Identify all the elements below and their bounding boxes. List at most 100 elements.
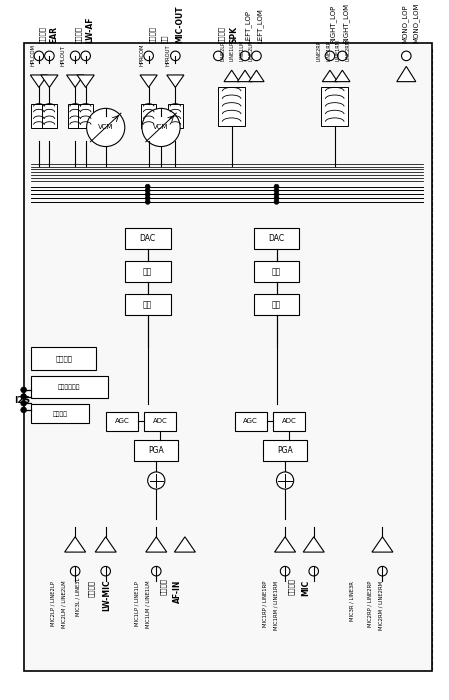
Text: VCM: VCM (153, 125, 169, 130)
Bar (134, 440, 178, 461)
Circle shape (145, 184, 150, 189)
Text: PGA: PGA (149, 447, 164, 456)
Circle shape (44, 51, 54, 61)
Text: LW-AF: LW-AF (86, 16, 95, 43)
Polygon shape (41, 75, 58, 88)
Text: DAC: DAC (140, 234, 156, 243)
Circle shape (87, 108, 125, 146)
Text: LINE1RM: LINE1RM (336, 38, 341, 61)
Circle shape (274, 184, 279, 189)
Text: 手柄输出: 手柄输出 (39, 25, 45, 43)
Text: 列尾输入: 列尾输入 (88, 580, 95, 597)
Text: SPK: SPK (230, 25, 239, 43)
Circle shape (277, 472, 294, 489)
Text: MIC-OUT: MIC-OUT (176, 5, 185, 43)
Text: MIC3R / LINE3R: MIC3R / LINE3R (350, 581, 355, 621)
Bar (254, 228, 299, 248)
Polygon shape (167, 75, 184, 88)
Text: MIC2RP / LINE2RP: MIC2RP / LINE2RP (367, 581, 372, 627)
Circle shape (274, 192, 279, 197)
Bar (31, 404, 88, 424)
Text: AF-IN: AF-IN (173, 580, 182, 603)
Polygon shape (303, 537, 324, 552)
Text: AGC: AGC (243, 419, 258, 424)
Circle shape (325, 51, 335, 61)
Text: 输出: 输出 (161, 34, 167, 43)
Text: MONO_LOP: MONO_LOP (401, 4, 408, 43)
Text: MONO_LOM: MONO_LOM (413, 2, 420, 43)
Text: ADC: ADC (153, 419, 167, 424)
Text: LEFT_LOM: LEFT_LOM (256, 8, 263, 43)
Polygon shape (397, 66, 416, 82)
Bar (42, 104, 57, 128)
Bar (230, 385, 378, 505)
Bar (67, 104, 83, 128)
Text: MIC1RM / LINE1RM: MIC1RM / LINE1RM (273, 581, 279, 630)
Polygon shape (66, 75, 84, 88)
Text: VCM: VCM (98, 125, 114, 130)
Text: HPROUT: HPROUT (166, 45, 171, 66)
Circle shape (145, 192, 150, 197)
Circle shape (240, 51, 250, 61)
Text: AGC: AGC (114, 419, 129, 424)
Polygon shape (174, 537, 195, 552)
Circle shape (401, 51, 411, 61)
Text: LW-MIC: LW-MIC (102, 580, 111, 611)
Circle shape (252, 51, 261, 61)
Text: HPLOUT: HPLOUT (61, 46, 66, 66)
Bar (141, 104, 156, 128)
Bar (110, 218, 220, 342)
Circle shape (70, 566, 80, 576)
Polygon shape (322, 70, 338, 82)
Circle shape (145, 188, 150, 193)
Text: 音频输入: 音频输入 (55, 355, 72, 362)
Bar (31, 104, 47, 128)
Circle shape (378, 566, 387, 576)
Bar (230, 48, 432, 669)
Circle shape (21, 387, 26, 393)
Circle shape (21, 393, 26, 400)
Circle shape (274, 188, 279, 193)
Text: 合成: 合成 (272, 300, 281, 309)
Circle shape (144, 51, 154, 61)
Text: RIGHT_LOM: RIGHT_LOM (342, 2, 349, 43)
Bar (125, 261, 171, 282)
Bar (234, 412, 267, 431)
Polygon shape (77, 75, 94, 88)
Bar (31, 347, 96, 370)
Bar (106, 412, 138, 431)
Text: 音频输出: 音频输出 (53, 411, 67, 416)
Text: RIGHT_LOP: RIGHT_LOP (330, 4, 337, 43)
Text: MIC2RM / LINE2RM: MIC2RM / LINE2RM (379, 581, 383, 630)
Text: MIC2LP / LINE2LP: MIC2LP / LINE2LP (50, 581, 55, 626)
Circle shape (81, 51, 90, 61)
Bar (239, 218, 349, 342)
Text: HPRCOM: HPRCOM (139, 44, 144, 66)
Polygon shape (95, 537, 116, 552)
Circle shape (145, 196, 150, 200)
Text: LINE1LM: LINE1LM (239, 39, 244, 61)
Bar (218, 88, 245, 125)
Text: 数字音频总线: 数字音频总线 (58, 384, 81, 390)
Circle shape (34, 51, 44, 61)
Polygon shape (31, 75, 48, 88)
Polygon shape (146, 537, 167, 552)
Circle shape (142, 108, 180, 146)
Text: LINE1RP: LINE1RP (326, 40, 331, 61)
Text: MIC1LM / LINE1LM: MIC1LM / LINE1LM (146, 581, 151, 629)
Text: 免提输出: 免提输出 (218, 25, 225, 43)
Circle shape (309, 566, 318, 576)
Polygon shape (372, 537, 393, 552)
Text: MIC1LP / LINE1LP: MIC1LP / LINE1LP (134, 581, 139, 626)
Text: I2S: I2S (14, 396, 30, 405)
Polygon shape (224, 70, 239, 82)
Text: 主机输入: 主机输入 (160, 578, 167, 595)
Circle shape (151, 566, 161, 576)
Circle shape (171, 51, 180, 61)
Text: LINE2RP: LINE2RP (317, 40, 321, 61)
Bar (321, 88, 348, 125)
Text: LINE1LP: LINE1LP (230, 41, 235, 61)
Text: 放大: 放大 (272, 267, 281, 276)
Text: 放大: 放大 (143, 267, 152, 276)
Bar (254, 261, 299, 282)
